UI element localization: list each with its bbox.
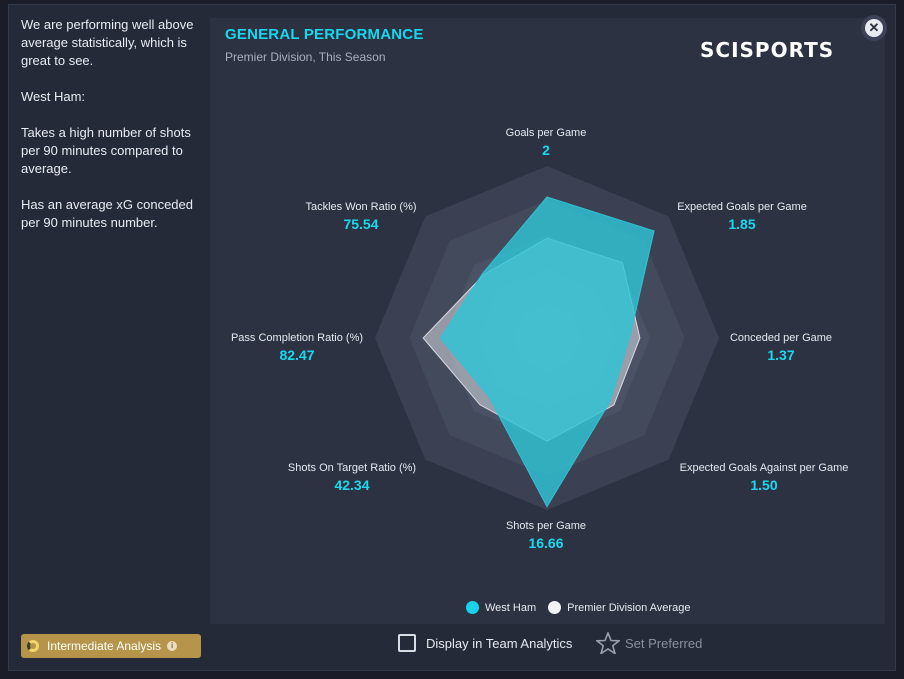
axis-value-sot-ratio: 42.34 — [334, 477, 370, 493]
west-ham-dot-icon — [466, 601, 479, 614]
close-button[interactable]: ✕ — [861, 15, 887, 41]
analysis-description: We are performing well above average sta… — [21, 16, 201, 250]
legend-label: West Ham — [485, 601, 537, 614]
chart-legend: West Ham Premier Division Average — [466, 601, 702, 614]
set-preferred-label: Set Preferred — [625, 635, 703, 651]
description-paragraph: Takes a high number of shots per 90 minu… — [21, 125, 191, 176]
axis-value-tackles: 75.54 — [343, 216, 379, 232]
legend-item-league-average[interactable]: Premier Division Average — [548, 601, 690, 614]
axis-value-conceded: 1.37 — [767, 347, 795, 363]
legend-item-west-ham[interactable]: West Ham — [466, 601, 536, 614]
axis-label-shots: Shots per Game — [505, 520, 587, 532]
display-in-team-analytics-toggle[interactable]: Display in Team Analytics — [398, 634, 572, 652]
radar-chart — [375, 166, 719, 510]
description-paragraph: Has an average xG conceded per 90 minute… — [21, 197, 193, 230]
axis-label-pass-ratio: Pass Completion Ratio (%) — [230, 332, 364, 344]
info-icon[interactable]: i — [167, 641, 178, 651]
intermediate-analysis-badge[interactable]: Intermediate Analysis i — [21, 634, 201, 658]
legend-label: Premier Division Average — [567, 601, 691, 614]
panel-title: GENERAL PERFORMANCE — [225, 26, 424, 43]
axis-value-goals: 2 — [542, 142, 550, 158]
axis-label-xga: Expected Goals Against per Game — [679, 462, 849, 474]
league-average-dot-icon — [548, 601, 562, 614]
panel-subtitle: Premier Division, This Season — [225, 50, 386, 64]
progress-ring-icon — [27, 640, 39, 652]
set-preferred-button[interactable]: Set Preferred — [596, 632, 702, 654]
scisports-logo: SCISPORTS — [700, 38, 835, 62]
west-ham-polygon — [439, 196, 655, 508]
checkbox[interactable] — [398, 634, 416, 652]
axis-label-goals: Goals per Game — [505, 127, 587, 139]
close-icon: ✕ — [865, 19, 883, 37]
axis-label-conceded: Conceded per Game — [729, 332, 833, 344]
description-paragraph: West Ham: — [21, 89, 86, 104]
radar-series — [422, 196, 655, 508]
axis-label-sot-ratio: Shots On Target Ratio (%) — [287, 462, 417, 474]
description-paragraph: We are performing well above average sta… — [21, 17, 194, 68]
axis-label-tackles: Tackles Won Ratio (%) — [305, 201, 417, 213]
axis-value-pass-ratio: 82.47 — [279, 347, 315, 363]
axis-value-shots: 16.66 — [528, 535, 564, 551]
checkbox-label: Display in Team Analytics — [426, 635, 573, 651]
axis-value-xga: 1.50 — [750, 477, 778, 493]
axis-value-xg: 1.85 — [728, 216, 756, 232]
axis-label-xg: Expected Goals per Game — [677, 201, 807, 213]
badge-label: Intermediate Analysis — [47, 639, 162, 653]
star-icon — [596, 632, 620, 654]
